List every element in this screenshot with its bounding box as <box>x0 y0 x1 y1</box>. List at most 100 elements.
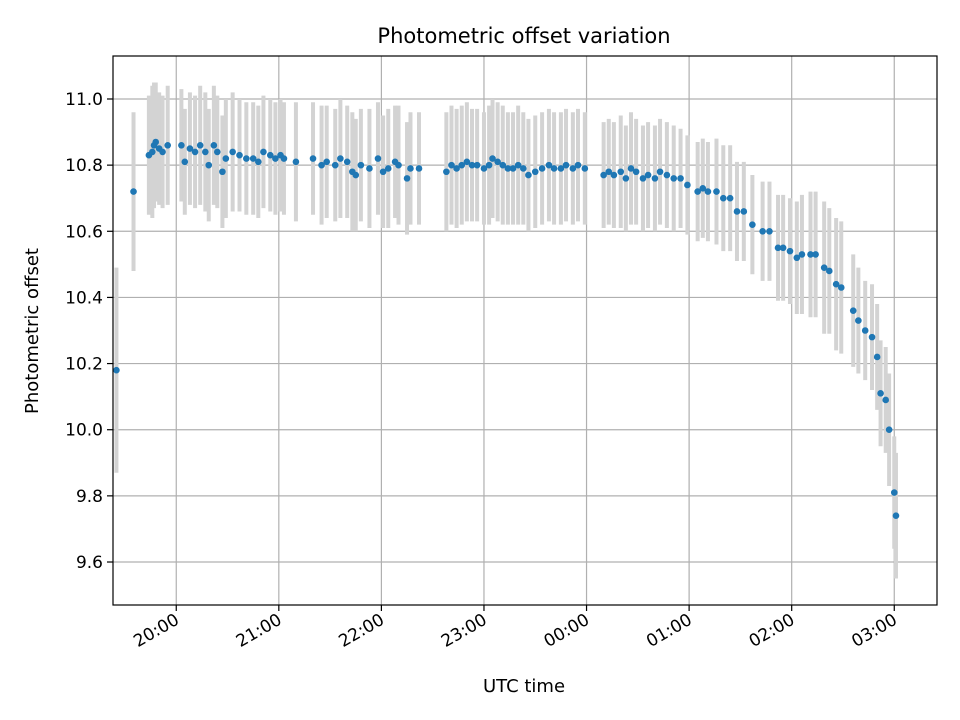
data-point <box>229 148 236 156</box>
data-point <box>617 168 625 176</box>
y-tick-label: 11.0 <box>65 90 103 110</box>
data-point <box>684 181 691 189</box>
y-axis-ticks: 9.6 9.8 10.0 10.2 10.4 10.6 10.8 11.0 <box>65 90 113 573</box>
data-point <box>774 244 782 252</box>
data-point <box>453 165 460 172</box>
data-point <box>260 148 267 156</box>
data-point <box>473 161 481 169</box>
data-point <box>196 141 204 149</box>
data-point <box>379 168 387 176</box>
data-point <box>343 158 351 166</box>
data-point <box>210 141 218 149</box>
data-point <box>670 175 678 182</box>
data-point <box>448 161 455 169</box>
y-tick-label: 10.6 <box>65 222 103 242</box>
data-point <box>877 390 884 397</box>
data-point <box>677 175 684 182</box>
data-point <box>514 161 522 169</box>
data-point <box>164 141 172 149</box>
data-point <box>337 155 344 162</box>
data-point <box>873 353 881 361</box>
data-point <box>545 161 553 169</box>
data-point <box>130 188 137 195</box>
axes-frame <box>112 55 938 606</box>
data-point <box>272 155 279 162</box>
data-point <box>812 251 819 258</box>
data-point <box>855 317 862 324</box>
y-tick-label: 10.0 <box>65 421 103 441</box>
data-point <box>236 151 243 159</box>
data-point <box>574 161 582 169</box>
data-point <box>468 161 476 169</box>
data-point <box>255 158 262 166</box>
data-point <box>509 165 517 172</box>
data-point <box>868 333 876 341</box>
data-point <box>266 151 274 159</box>
data-point <box>331 161 339 169</box>
data-point <box>562 161 570 169</box>
y-tick-label: 9.6 <box>76 553 103 573</box>
data-point <box>704 188 712 195</box>
data-point <box>720 194 727 202</box>
data-point <box>600 171 607 179</box>
data-point <box>222 155 230 162</box>
data-point <box>463 158 471 166</box>
data-point <box>798 251 806 258</box>
data-point <box>807 251 814 258</box>
data-point <box>403 175 411 182</box>
data-point <box>766 227 773 235</box>
data-point <box>882 396 890 404</box>
data-point <box>494 158 501 166</box>
y-axis-label: Photometric offset <box>22 248 43 414</box>
data-point <box>733 208 741 215</box>
data-point <box>191 148 199 156</box>
data-point <box>779 244 787 252</box>
data-point <box>639 175 647 182</box>
data-point <box>366 165 373 172</box>
data-point <box>504 165 512 172</box>
y-tick-label: 10.2 <box>65 355 103 375</box>
data-point <box>726 194 734 202</box>
data-point <box>243 155 250 162</box>
chart-title: Photometric offset variation <box>377 24 670 48</box>
data-point <box>149 148 156 156</box>
data-point <box>219 168 226 176</box>
data-point <box>759 227 766 235</box>
data-point <box>885 426 893 434</box>
data-point <box>489 155 496 162</box>
data-point <box>550 165 558 172</box>
data-point <box>205 161 213 169</box>
data-point <box>152 138 160 146</box>
data-point <box>309 155 317 162</box>
data-point <box>395 161 402 169</box>
data-point <box>749 221 756 228</box>
data-point <box>569 165 577 172</box>
data-point <box>861 327 869 334</box>
data-point <box>713 188 720 195</box>
y-tick-label: 10.4 <box>65 288 103 308</box>
data-point <box>622 175 630 182</box>
data-point <box>656 168 664 176</box>
data-point <box>181 158 189 166</box>
data-point <box>557 165 565 172</box>
data-point <box>323 158 330 166</box>
data-points <box>113 138 900 520</box>
x-axis-label: UTC time <box>483 676 565 697</box>
data-point <box>292 158 300 166</box>
data-point <box>499 161 507 169</box>
data-point <box>610 171 618 179</box>
data-point <box>384 165 392 172</box>
data-point <box>892 512 900 520</box>
data-point <box>357 161 365 169</box>
data-point <box>374 155 382 162</box>
data-point <box>694 188 701 195</box>
data-point <box>820 264 828 271</box>
data-point <box>605 168 613 176</box>
data-point <box>699 184 707 192</box>
data-point <box>837 284 845 291</box>
data-point <box>849 307 857 314</box>
data-point <box>415 165 423 172</box>
data-point <box>793 254 801 262</box>
data-point <box>825 267 833 275</box>
